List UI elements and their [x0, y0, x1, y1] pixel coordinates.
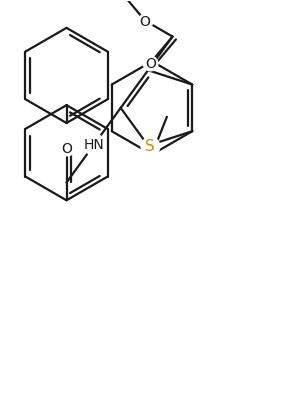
Text: O: O	[140, 14, 151, 28]
Text: O: O	[145, 57, 156, 71]
Text: O: O	[61, 141, 72, 155]
Text: S: S	[145, 139, 155, 154]
Text: HN: HN	[84, 138, 105, 152]
